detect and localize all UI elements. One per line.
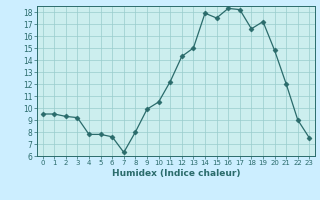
X-axis label: Humidex (Indice chaleur): Humidex (Indice chaleur) <box>112 169 240 178</box>
